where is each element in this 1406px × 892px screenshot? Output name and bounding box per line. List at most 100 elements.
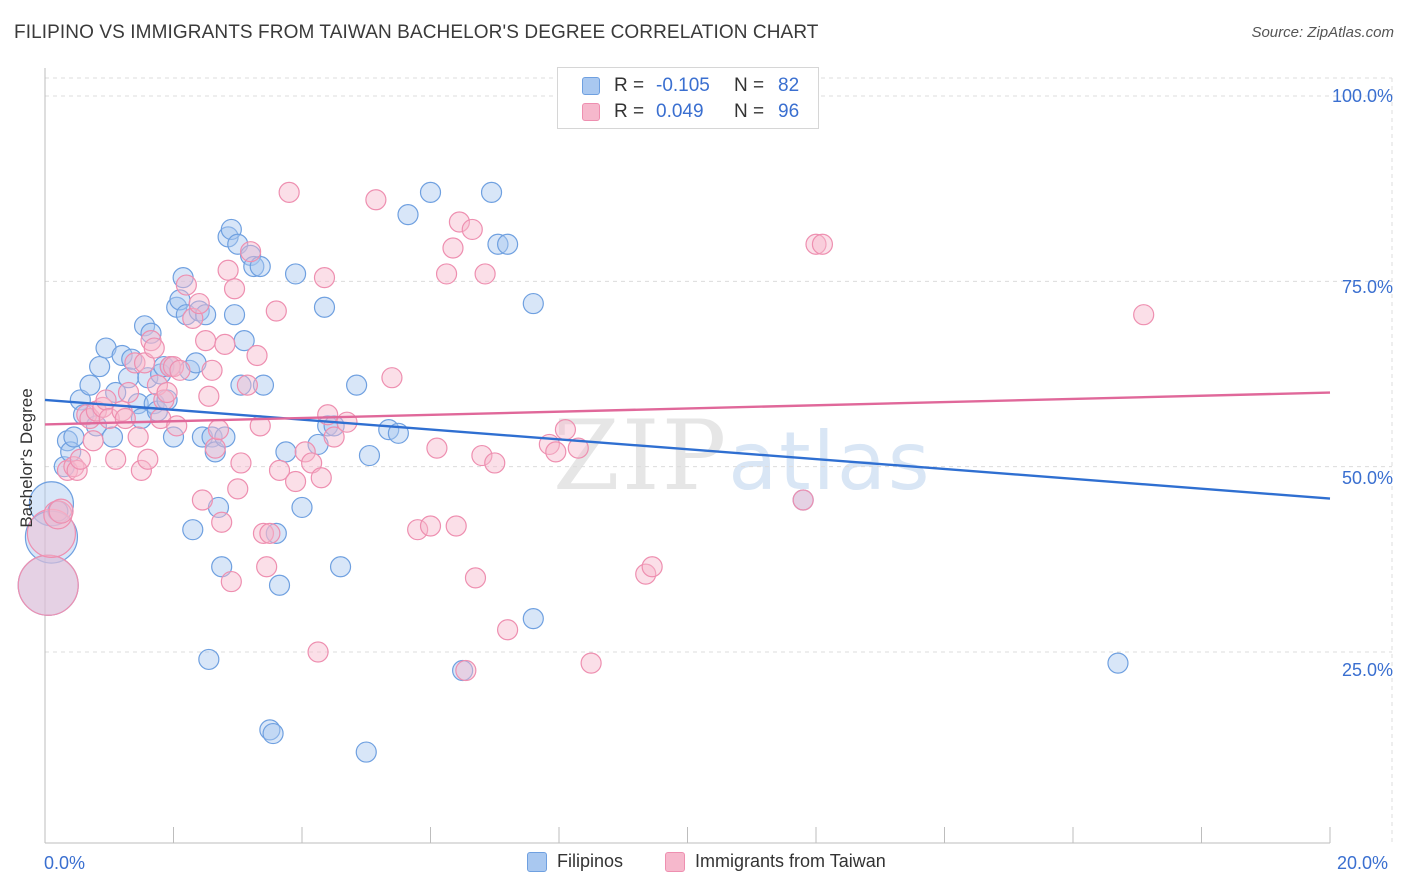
watermark: ZIPatlas: [553, 400, 932, 512]
taiwan-point: [435, 263, 458, 285]
filipino-point: [522, 608, 544, 630]
taiwan-point: [43, 500, 73, 530]
filipino-point: [268, 574, 291, 596]
taiwan-point: [240, 241, 262, 263]
taiwan-point: [307, 641, 329, 663]
series-swatch-filipinos: [527, 851, 547, 872]
taiwan-point: [130, 459, 152, 481]
taiwan-point: [461, 218, 483, 241]
taiwan-point: [114, 407, 136, 430]
legend-n-value: 96: [778, 101, 800, 122]
taiwan-point: [17, 554, 79, 616]
watermark-zip: ZIP: [553, 400, 729, 512]
filipino-point: [284, 263, 307, 285]
taiwan-point: [162, 355, 185, 378]
taiwan-point: [265, 300, 287, 322]
taiwan-point: [792, 489, 814, 511]
legend-swatch-filipinos: [582, 77, 600, 95]
watermark-atlas: atlas: [728, 415, 932, 508]
filipino-point: [101, 426, 124, 448]
series-name-taiwan: Immigrants from Taiwan: [695, 851, 886, 871]
chart-title: FILIPINO VS IMMIGRANTS FROM TAIWAN BACHE…: [14, 22, 819, 43]
filipino-point: [198, 648, 220, 671]
correlation-legend: R = -0.105 N = 82 R = 0.049 N = 96: [557, 67, 819, 129]
taiwan-point: [310, 467, 332, 489]
taiwan-point: [426, 437, 448, 459]
legend-swatch-taiwan: [582, 103, 600, 121]
taiwan-point: [133, 352, 156, 374]
taiwan-point: [580, 652, 602, 674]
filipino-point: [121, 348, 143, 370]
taiwan-point: [545, 441, 567, 463]
taiwan-point: [175, 274, 197, 296]
taiwan-point: [230, 452, 252, 474]
y-tick-label-25: 25.0%: [1341, 660, 1393, 680]
taiwan-point: [811, 233, 834, 255]
filipino-point: [313, 296, 336, 318]
y-axis-label: Bachelor's Degree: [17, 388, 36, 528]
taiwan-point: [198, 385, 220, 407]
taiwan-point: [143, 337, 165, 359]
taiwan-point: [497, 619, 519, 641]
taiwan-point: [455, 659, 477, 682]
taiwan-point: [127, 426, 149, 448]
taiwan-point: [256, 556, 278, 578]
filipino-point: [522, 292, 544, 315]
taiwan-point: [117, 381, 140, 404]
filipino-point: [79, 374, 101, 396]
taiwan-point: [259, 522, 281, 544]
filipino-point: [89, 355, 111, 378]
legend-r-value: 0.049: [656, 101, 704, 122]
taiwan-point: [211, 511, 233, 533]
taiwan-point: [365, 189, 387, 211]
legend-r-label: R =: [614, 101, 645, 122]
taiwan-point: [105, 448, 127, 470]
filipino-point: [1107, 652, 1129, 674]
taiwan-point: [214, 333, 236, 355]
taiwan-point: [294, 441, 316, 463]
taiwan-point: [156, 381, 178, 404]
series-legend-filipinos: Filipinos: [527, 851, 623, 872]
filipino-point: [265, 522, 287, 544]
filipino-point: [259, 719, 281, 741]
taiwan-point: [278, 181, 300, 203]
filipino-point: [497, 233, 519, 255]
filipino-point: [480, 181, 503, 203]
taiwan-point: [191, 489, 214, 511]
taiwan-point: [284, 470, 307, 493]
filipino-point: [358, 444, 381, 467]
taiwan-point: [474, 263, 496, 285]
series-name-filipinos: Filipinos: [557, 851, 624, 871]
taiwan-point: [169, 359, 191, 381]
filipino-point: [355, 741, 377, 763]
taiwan-point: [166, 415, 188, 437]
taiwan-point: [207, 419, 230, 441]
legend-r-value: -0.105: [656, 75, 710, 96]
filipino-point: [419, 181, 442, 203]
taiwan-point: [567, 437, 589, 459]
taiwan-point: [223, 278, 246, 300]
taiwan-point: [484, 452, 506, 474]
taiwan-point: [26, 508, 77, 558]
y-tick-label-75: 75.0%: [1341, 277, 1393, 297]
taiwan-point: [471, 444, 493, 467]
filipino-point: [329, 556, 352, 578]
taiwan-point: [252, 522, 275, 544]
taiwan-point: [246, 344, 268, 367]
taiwan-point: [220, 570, 242, 593]
taiwan-point: [381, 367, 403, 389]
taiwan-trend-line: [44, 391, 1331, 426]
taiwan-point: [323, 426, 345, 448]
taiwan-point: [227, 478, 249, 500]
taiwan-point: [464, 567, 487, 589]
source-label: Source: ZipAtlas.com: [1251, 24, 1394, 41]
filipino-point: [346, 374, 368, 396]
legend-n-label: N =: [734, 101, 765, 122]
taiwan-point: [201, 359, 223, 381]
filipino-point: [63, 426, 85, 448]
legend-n-value: 82: [778, 75, 800, 96]
filipino-point: [291, 496, 313, 519]
legend-row-filipinos: R = -0.105 N = 82: [582, 74, 799, 98]
filipino-point: [397, 204, 419, 226]
legend-r-label: R =: [614, 75, 645, 96]
